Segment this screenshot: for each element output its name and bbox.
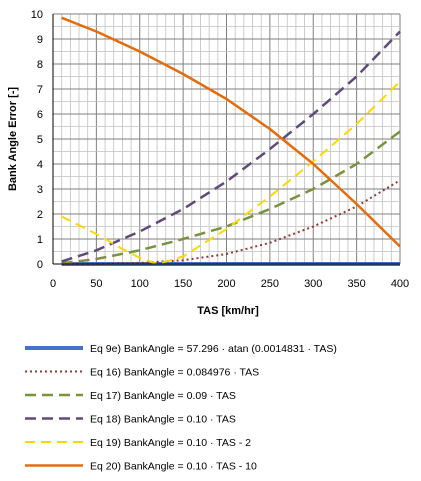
- legend-label: Eq 17) BankAngle = 0.09 · TAS: [90, 390, 236, 402]
- x-tick-label: 350: [347, 278, 365, 290]
- x-tick-label: 300: [304, 278, 322, 290]
- legend-label: Eq 9e) BankAngle = 57.296 · atan (0.0014…: [90, 343, 337, 355]
- x-tick-label: 0: [50, 278, 56, 290]
- y-axis-title: Bank Angle Error [-]: [7, 87, 19, 191]
- legend-item-3: Eq 17) BankAngle = 0.09 · TAS: [25, 390, 236, 402]
- x-tick-label: 150: [174, 278, 192, 290]
- series-line-2: [61, 179, 401, 265]
- legend-label: Eq 16) BankAngle = 0.084976 · TAS: [90, 367, 259, 379]
- x-tick-label: 50: [90, 278, 102, 290]
- series-lines: [61, 16, 401, 266]
- x-tick-label: 400: [391, 278, 409, 290]
- legend-item-4: Eq 18) BankAngle = 0.10 · TAS: [25, 414, 236, 426]
- series-line-4: [61, 30, 401, 263]
- y-tick-label: 1: [37, 234, 43, 246]
- series-line-3: [61, 130, 401, 265]
- tick-labels: 0 50 100 150 200 250 300 350 400 0 1 2 3 4 5 6 7 8 9 10: [31, 9, 409, 290]
- x-axis-title: TAS [km/hr]: [197, 305, 259, 317]
- y-tick-label: 4: [37, 159, 43, 171]
- legend-item-6: Eq 20) BankAngle = 0.10 · TAS - 10: [25, 461, 257, 473]
- y-tick-label: 10: [31, 9, 43, 21]
- grid-lines: [52, 13, 401, 265]
- x-tick-label: 100: [131, 278, 149, 290]
- y-tick-label: 6: [37, 109, 43, 121]
- y-tick-label: 7: [37, 84, 43, 96]
- legend-item-1: Eq 9e) BankAngle = 57.296 · atan (0.0014…: [25, 343, 337, 355]
- y-tick-label: 5: [37, 134, 43, 146]
- y-tick-label: 9: [37, 34, 43, 46]
- series-line-5: [61, 80, 401, 265]
- y-tick-label: 0: [37, 259, 43, 271]
- legend-label: Eq 20) BankAngle = 0.10 · TAS - 10: [90, 461, 257, 473]
- legend-item-5: Eq 19) BankAngle = 0.10 · TAS - 2: [25, 437, 251, 449]
- x-tick-label: 200: [217, 278, 235, 290]
- legend-label: Eq 19) BankAngle = 0.10 · TAS - 2: [90, 437, 251, 449]
- y-tick-label: 8: [37, 59, 43, 71]
- x-tick-label: 250: [261, 278, 279, 290]
- legend-item-2: Eq 16) BankAngle = 0.084976 · TAS: [25, 367, 259, 379]
- y-tick-label: 2: [37, 209, 43, 221]
- axes: [52, 14, 400, 265]
- legend: Eq 9e) BankAngle = 57.296 · atan (0.0014…: [25, 343, 337, 473]
- y-tick-label: 3: [37, 184, 43, 196]
- series-line-6: [61, 16, 401, 248]
- legend-label: Eq 18) BankAngle = 0.10 · TAS: [90, 414, 236, 426]
